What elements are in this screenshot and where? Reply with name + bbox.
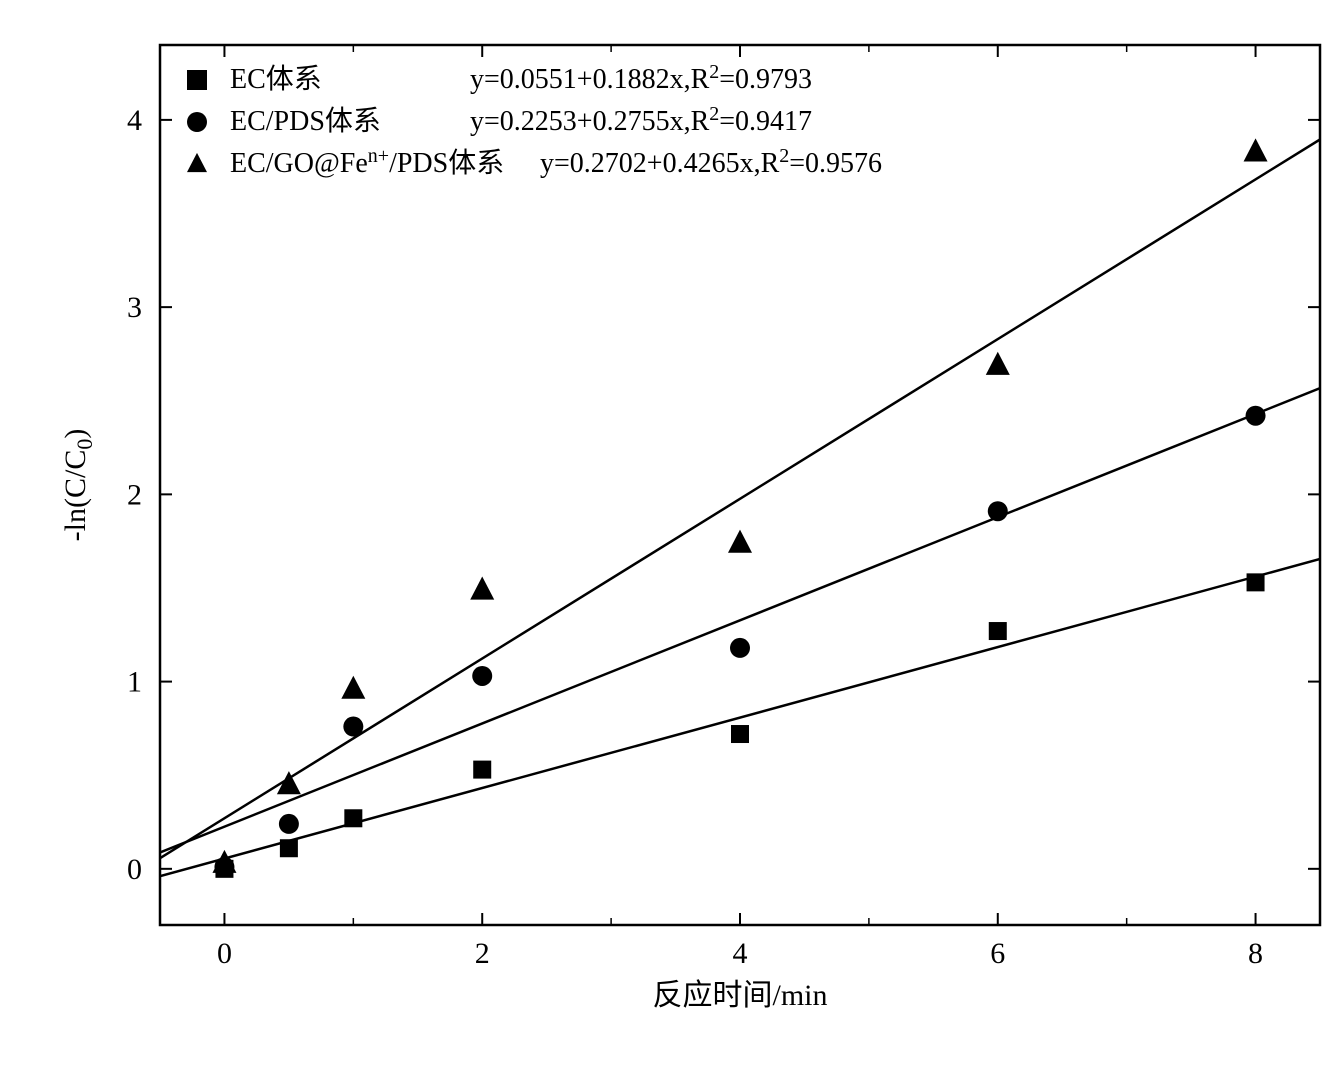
square-marker: [344, 809, 362, 827]
legend-row-0: EC体系 y=0.0551+0.1882x,R2=0.9793: [187, 61, 812, 95]
y-tick-label: 4: [127, 104, 142, 137]
y-tick-label: 2: [127, 478, 142, 511]
y-axis-label: -ln(C/C0): [59, 429, 97, 542]
triangle-marker: [341, 676, 365, 699]
x-axis-label: 反应时间/min: [652, 979, 827, 1012]
circle-marker: [730, 638, 750, 658]
fit-line-1: [160, 388, 1320, 852]
square-marker: [280, 839, 298, 857]
y-tick-label: 3: [127, 291, 142, 324]
square-marker: [187, 70, 207, 90]
square-marker: [731, 725, 749, 743]
x-tick-label: 2: [475, 937, 490, 970]
plot-area: [160, 138, 1320, 877]
fit-line-2: [160, 139, 1320, 858]
circle-marker: [1246, 406, 1266, 426]
circle-marker: [988, 501, 1008, 521]
triangle-marker: [1244, 138, 1268, 161]
circle-marker: [472, 666, 492, 686]
legend-row-2: EC/GO@Fen+/PDS体系 y=0.2702+0.4265x,R2=0.95…: [187, 145, 882, 179]
triangle-marker: [728, 530, 752, 553]
triangle-marker: [470, 576, 494, 599]
legend-label: EC/GO@Fen+/PDS体系: [230, 145, 504, 179]
square-marker: [1247, 573, 1265, 591]
circle-marker: [279, 814, 299, 834]
fit-line-0: [160, 559, 1320, 876]
legend-equation: y=0.0551+0.1882x,R2=0.9793: [470, 61, 812, 95]
y-tick-label: 1: [127, 666, 142, 699]
x-tick-label: 6: [990, 937, 1005, 970]
square-marker: [989, 622, 1007, 640]
y-tick-label: 0: [127, 853, 142, 886]
series-2: [212, 138, 1267, 873]
triangle-marker: [187, 153, 207, 172]
triangle-marker: [986, 352, 1010, 375]
circle-marker: [187, 112, 207, 132]
legend-label: EC体系: [230, 63, 322, 95]
x-tick-label: 0: [217, 937, 232, 970]
legend-label: EC/PDS体系: [230, 105, 381, 137]
legend-row-1: EC/PDS体系 y=0.2253+0.2755x,R2=0.9417: [187, 103, 812, 137]
legend-equation: y=0.2253+0.2755x,R2=0.9417: [470, 103, 812, 137]
x-tick-label: 8: [1248, 937, 1263, 970]
x-tick-label: 4: [733, 937, 748, 970]
circle-marker: [343, 717, 363, 737]
kinetics-chart: 0 2 4 6 8 0 1 2 3 4 反应时间/min -ln(C/C0) EC体系 y=0.0551+…: [20, 20, 1341, 1048]
legend-equation: y=0.2702+0.4265x,R2=0.9576: [540, 145, 882, 179]
square-marker: [473, 761, 491, 779]
series-1: [214, 406, 1265, 877]
chart-svg: 0 2 4 6 8 0 1 2 3 4 反应时间/min -ln(C/C0) EC体系 y=0.0551+…: [20, 20, 1341, 1048]
